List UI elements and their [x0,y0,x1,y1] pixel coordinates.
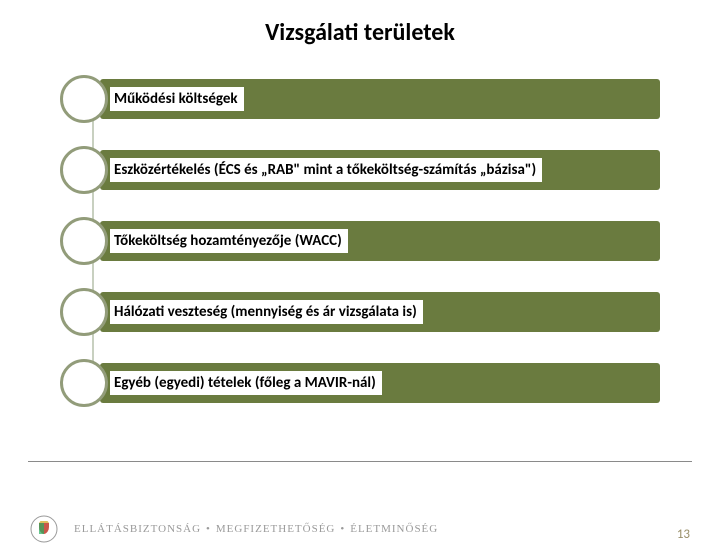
footer-word: ELLÁTÁSBIZTONSÁG [74,523,201,535]
slide: Vizsgálati területek Működési költségek E… [0,18,720,558]
item-row: Tőkeköltség hozamtényezője (WACC) [60,217,720,265]
bullet-circle [60,146,108,194]
bullet-circle [60,288,108,336]
item-label: Működési költségek [110,87,244,111]
item-row: Hálózati veszteség (mennyiség és ár vizs… [60,288,720,336]
item-bar: Egyéb (egyedi) tételek (főleg a MAVIR-ná… [100,363,660,403]
item-bar: Eszközértékelés (ÉCS és „RAB" mint a tők… [100,150,660,190]
footer-separator: • [340,523,345,535]
item-label: Eszközértékelés (ÉCS és „RAB" mint a tők… [110,158,542,182]
divider [28,461,692,462]
bullet-circle [60,217,108,265]
item-label: Tőkeköltség hozamtényezője (WACC) [110,229,348,253]
items-container: Működési költségek Eszközértékelés (ÉCS é… [0,75,720,407]
bullet-circle [60,359,108,407]
item-bar: Tőkeköltség hozamtényezője (WACC) [100,221,660,261]
item-row: Működési költségek [60,75,720,123]
item-label: Egyéb (egyedi) tételek (főleg a MAVIR-ná… [110,371,382,395]
footer-word: MEGFIZETHETŐSÉG [216,523,336,535]
item-row: Eszközértékelés (ÉCS és „RAB" mint a tők… [60,146,720,194]
bullet-circle [60,75,108,123]
footer-separator: • [206,523,211,535]
footer-word: ÉLETMINŐSÉG [350,523,438,535]
item-row: Egyéb (egyedi) tételek (főleg a MAVIR-ná… [60,359,720,407]
page-title: Vizsgálati területek [0,18,720,47]
footer-text: ELLÁTÁSBIZTONSÁG • MEGFIZETHETŐSÉG • ÉLETMIN… [74,523,438,535]
item-label: Hálózati veszteség (mennyiség és ár vizs… [110,300,423,324]
coat-of-arms-icon [28,513,60,545]
item-bar: Hálózati veszteség (mennyiség és ár vizs… [100,292,660,332]
footer: ELLÁTÁSBIZTONSÁG • MEGFIZETHETŐSÉG • ÉLETMIN… [0,500,720,558]
item-bar: Működési költségek [100,79,660,119]
